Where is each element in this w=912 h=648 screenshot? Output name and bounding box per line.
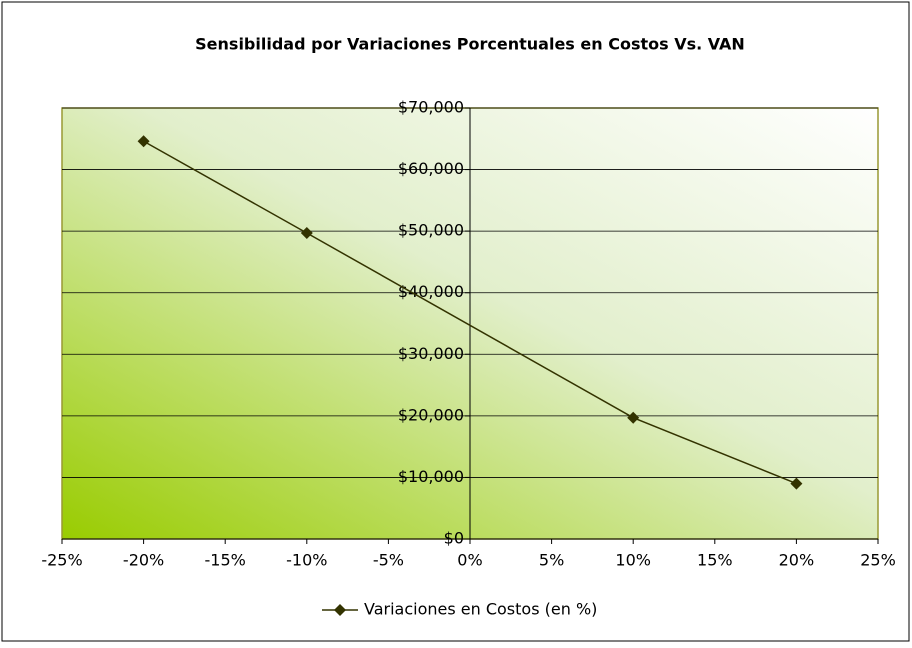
- data-point: [627, 411, 640, 424]
- x-tick-label: 25%: [860, 551, 896, 570]
- data-point: [137, 135, 150, 148]
- y-tick-label: $10,000: [398, 467, 464, 486]
- y-tick-label: $50,000: [398, 221, 464, 240]
- x-tick-label: -25%: [41, 551, 82, 570]
- legend-label: Variaciones en Costos (en %): [364, 600, 597, 619]
- y-tick-label: $70,000: [398, 98, 464, 117]
- data-point: [300, 226, 313, 239]
- y-tick-label: $0: [444, 529, 464, 548]
- y-tick-label: $40,000: [398, 282, 464, 301]
- chart-title: Sensibilidad por Variaciones Porcentuale…: [195, 35, 745, 54]
- data-point: [790, 477, 803, 490]
- x-tick-label: -10%: [286, 551, 327, 570]
- x-tick-label: -20%: [123, 551, 164, 570]
- y-tick-label: $60,000: [398, 159, 464, 178]
- x-tick-label: 5%: [539, 551, 564, 570]
- x-tick-label: -15%: [205, 551, 246, 570]
- series-line: [143, 140, 797, 485]
- y-tick-label: $30,000: [398, 344, 464, 363]
- x-tick-label: 10%: [615, 551, 651, 570]
- x-tick-label: 15%: [697, 551, 733, 570]
- x-tick-label: 20%: [779, 551, 815, 570]
- legend-marker: [334, 604, 346, 616]
- x-tick-label: 0%: [457, 551, 482, 570]
- x-tick-label: -5%: [373, 551, 404, 570]
- y-tick-label: $20,000: [398, 405, 464, 424]
